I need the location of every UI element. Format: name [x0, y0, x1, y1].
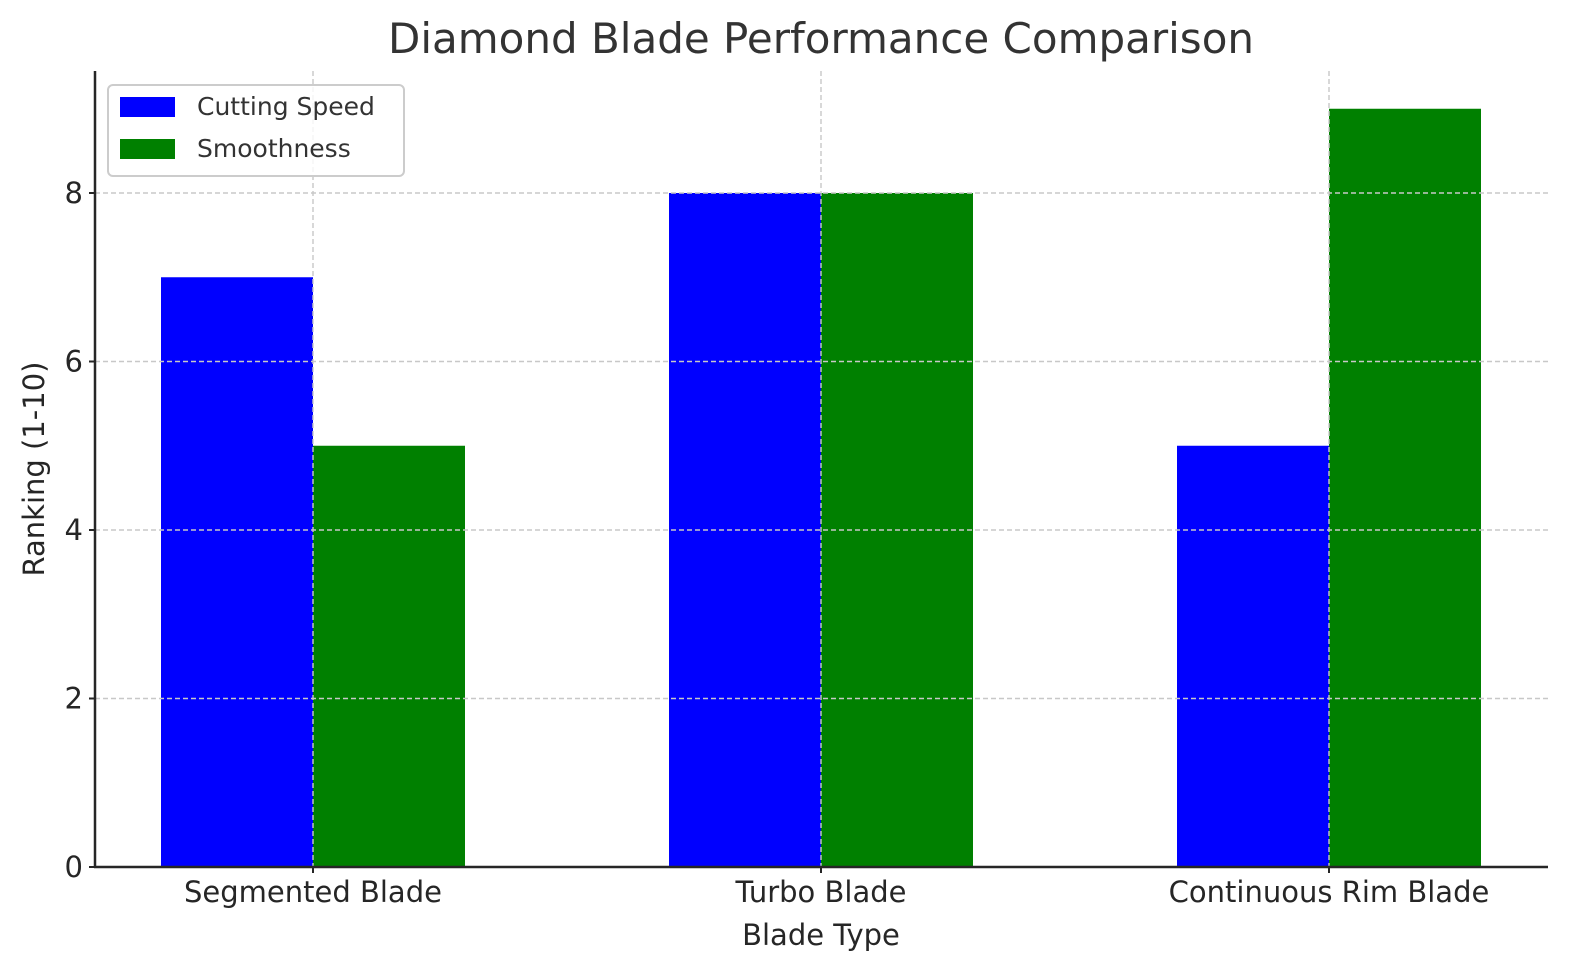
bar-smoothness-segmented-blade [313, 445, 465, 867]
y-tick-label: 2 [65, 682, 83, 716]
chart-title: Diamond Blade Performance Comparison [388, 14, 1254, 63]
legend: Cutting Speed Smoothness [107, 84, 405, 177]
bar-cutting-speed-continuous-rim-blade [1177, 445, 1329, 867]
legend-label: Smoothness [197, 134, 351, 163]
legend-label: Cutting Speed [197, 92, 375, 121]
bars-group [161, 108, 1481, 867]
x-tick-label: Segmented Blade [184, 875, 442, 909]
x-tick-label: Continuous Rim Blade [1169, 875, 1490, 909]
legend-swatch [120, 97, 175, 117]
y-tick-label: 6 [65, 345, 83, 379]
x-axis-label: Blade Type [742, 918, 900, 952]
y-tick-label: 8 [65, 176, 83, 210]
gridlines [95, 71, 1548, 867]
y-tick-label: 4 [65, 513, 83, 547]
legend-swatch [120, 139, 175, 159]
bar-cutting-speed-segmented-blade [161, 277, 313, 867]
y-tick-label: 0 [65, 850, 83, 884]
bar-smoothness-continuous-rim-blade [1329, 108, 1481, 867]
x-tick-label: Turbo Blade [735, 875, 907, 909]
legend-box [107, 84, 405, 177]
x-axis-ticks: Segmented Blade Turbo Blade Continuous Rim… [184, 867, 1489, 909]
y-axis-label: Ranking (1-10) [17, 362, 51, 577]
y-axis-ticks: 0 2 4 6 8 [65, 176, 95, 884]
